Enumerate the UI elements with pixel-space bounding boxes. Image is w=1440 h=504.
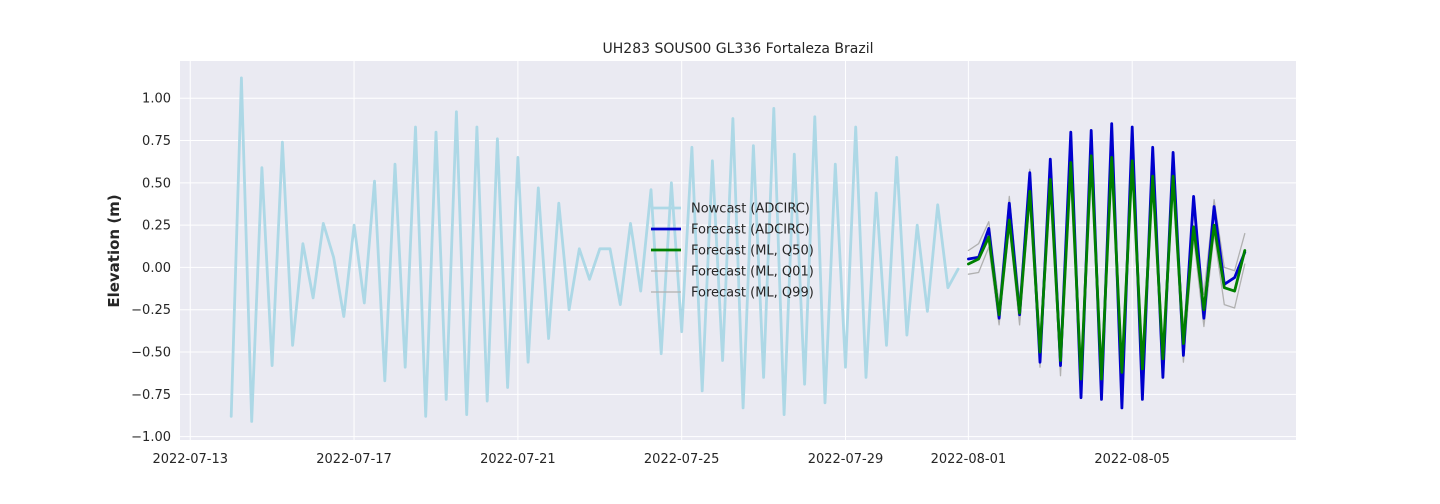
legend-label: Forecast (ML, Q50) bbox=[691, 244, 814, 259]
x-tick-label: 2022-08-01 bbox=[931, 452, 1007, 467]
chart-title: UH283 SOUS00 GL336 Fortaleza Brazil bbox=[603, 41, 874, 57]
x-tick-label: 2022-07-17 bbox=[316, 452, 392, 467]
x-axis: 2022-07-13 2022-07-17 2022-07-21 2022-07-25… bbox=[152, 452, 1170, 467]
y-axis: −1.00 −0.75 −0.50 −0.25 0.00 0.25 0.50 0.75 1.00 bbox=[131, 92, 171, 445]
x-tick-label: 2022-08-05 bbox=[1094, 452, 1170, 467]
y-tick-label: −1.00 bbox=[131, 430, 171, 445]
y-tick-label: −0.25 bbox=[131, 303, 171, 318]
y-tick-label: 0.00 bbox=[142, 261, 171, 276]
legend: Nowcast (ADCIRC) Forecast (ADCIRC) Forecas… bbox=[651, 202, 814, 301]
series-line-2 bbox=[967, 154, 1247, 381]
y-tick-label: 0.75 bbox=[142, 134, 171, 149]
legend-label: Forecast (ML, Q99) bbox=[691, 286, 814, 301]
legend-label: Nowcast (ADCIRC) bbox=[691, 202, 810, 217]
x-tick-label: 2022-07-21 bbox=[480, 452, 556, 467]
x-tick-label: 2022-07-25 bbox=[644, 452, 720, 467]
y-tick-label: 1.00 bbox=[142, 92, 171, 107]
legend-label: Forecast (ADCIRC) bbox=[691, 223, 810, 238]
x-tick-label: 2022-07-13 bbox=[152, 452, 228, 467]
y-tick-label: 0.50 bbox=[142, 176, 171, 191]
y-tick-label: −0.75 bbox=[131, 388, 171, 403]
x-tick-label: 2022-07-29 bbox=[808, 452, 884, 467]
series-line-0 bbox=[229, 76, 960, 423]
y-tick-label: −0.50 bbox=[131, 346, 171, 361]
y-tick-label: 0.25 bbox=[142, 219, 171, 234]
y-axis-label: Elevation (m) bbox=[105, 194, 123, 307]
series-layer bbox=[229, 76, 1247, 423]
legend-label: Forecast (ML, Q01) bbox=[691, 265, 814, 280]
